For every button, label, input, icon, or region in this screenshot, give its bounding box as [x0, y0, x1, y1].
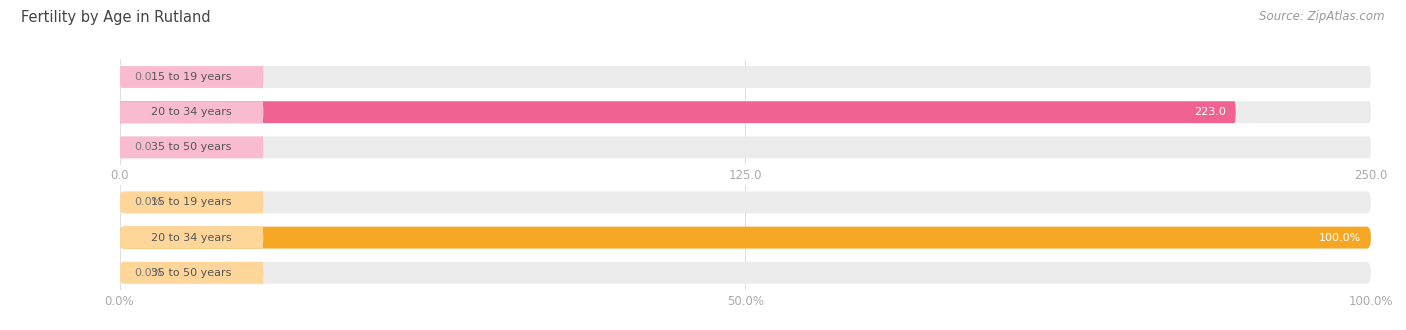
Text: 0.0%: 0.0% [135, 268, 163, 278]
FancyBboxPatch shape [120, 101, 263, 123]
FancyBboxPatch shape [120, 227, 1371, 248]
Text: 0.0: 0.0 [135, 72, 152, 82]
Text: 35 to 50 years: 35 to 50 years [152, 143, 232, 152]
FancyBboxPatch shape [120, 227, 263, 248]
Bar [260, 191, 263, 213]
FancyBboxPatch shape [120, 227, 1371, 248]
Text: 20 to 34 years: 20 to 34 years [152, 233, 232, 243]
Bar [260, 227, 263, 248]
FancyBboxPatch shape [120, 66, 1371, 88]
FancyBboxPatch shape [120, 101, 1236, 123]
FancyBboxPatch shape [120, 227, 263, 248]
Text: 100.0%: 100.0% [1319, 233, 1361, 243]
FancyBboxPatch shape [120, 137, 263, 158]
Bar [262, 101, 263, 123]
Text: 0.0: 0.0 [135, 143, 152, 152]
Bar [262, 101, 263, 123]
Text: 15 to 19 years: 15 to 19 years [152, 72, 232, 82]
FancyBboxPatch shape [120, 101, 263, 123]
FancyBboxPatch shape [120, 137, 1371, 158]
Text: 0.0%: 0.0% [135, 197, 163, 207]
FancyBboxPatch shape [120, 191, 1371, 213]
Bar [260, 227, 263, 248]
FancyBboxPatch shape [120, 262, 263, 284]
Text: 20 to 34 years: 20 to 34 years [152, 107, 232, 117]
Text: 35 to 50 years: 35 to 50 years [152, 268, 232, 278]
Bar [260, 262, 263, 284]
Bar [262, 137, 263, 158]
Text: Fertility by Age in Rutland: Fertility by Age in Rutland [21, 10, 211, 25]
Text: Source: ZipAtlas.com: Source: ZipAtlas.com [1260, 10, 1385, 23]
Text: 15 to 19 years: 15 to 19 years [152, 197, 232, 207]
Bar [262, 66, 263, 88]
FancyBboxPatch shape [120, 262, 1371, 284]
FancyBboxPatch shape [120, 66, 263, 88]
Text: 223.0: 223.0 [1194, 107, 1226, 117]
FancyBboxPatch shape [120, 191, 263, 213]
FancyBboxPatch shape [120, 101, 1371, 123]
